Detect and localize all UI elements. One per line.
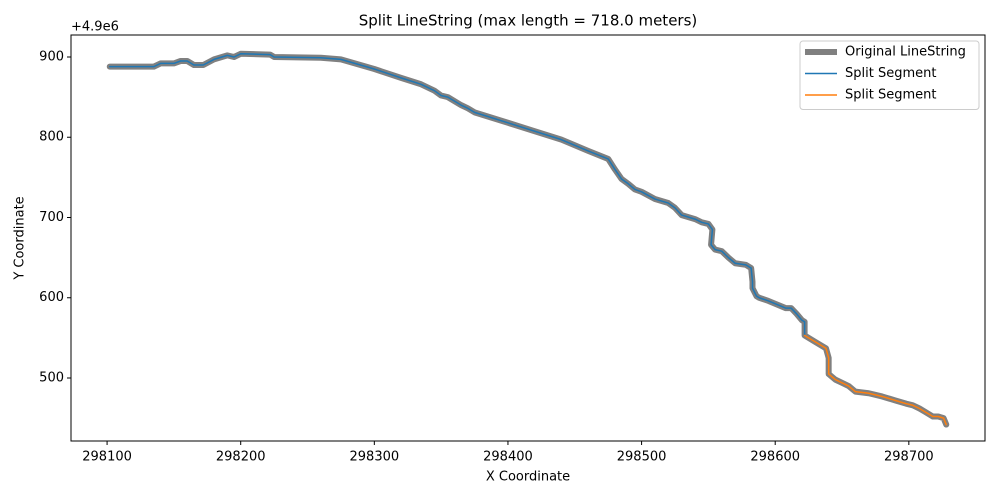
axes-frame bbox=[70, 34, 986, 442]
y-tick-label: 900 bbox=[39, 49, 64, 64]
y-tick-label: 700 bbox=[39, 210, 64, 225]
x-axis-label: X Coordinate bbox=[486, 470, 570, 485]
y-offset-label: +4.9e6 bbox=[71, 20, 119, 35]
x-tick-label: 298100 bbox=[82, 450, 132, 465]
x-tick-label: 298300 bbox=[350, 450, 400, 465]
x-tick-label: 298700 bbox=[884, 450, 934, 465]
x-tick-label: 298200 bbox=[216, 450, 266, 465]
line-series bbox=[109, 53, 806, 337]
legend-label: Original LineString bbox=[845, 45, 966, 60]
legend-label: Split Segment bbox=[845, 66, 936, 81]
y-tick-label: 800 bbox=[39, 130, 64, 145]
y-tick-label: 600 bbox=[39, 290, 64, 305]
legend: Original LineString Split Segment Split Se… bbox=[799, 40, 980, 110]
x-tick-label: 298600 bbox=[750, 450, 800, 465]
legend-box bbox=[799, 40, 980, 110]
x-tick-label: 298400 bbox=[483, 450, 533, 465]
plot-area bbox=[106, 50, 950, 428]
legend-label: Split Segment bbox=[845, 88, 936, 103]
chart-title: Split LineString (max length = 718.0 met… bbox=[359, 12, 698, 30]
x-tick-label: 298500 bbox=[617, 450, 667, 465]
line-series bbox=[803, 334, 947, 426]
y-tick-label: 500 bbox=[39, 371, 64, 386]
y-axis-label: Y Coordinate bbox=[13, 196, 28, 280]
